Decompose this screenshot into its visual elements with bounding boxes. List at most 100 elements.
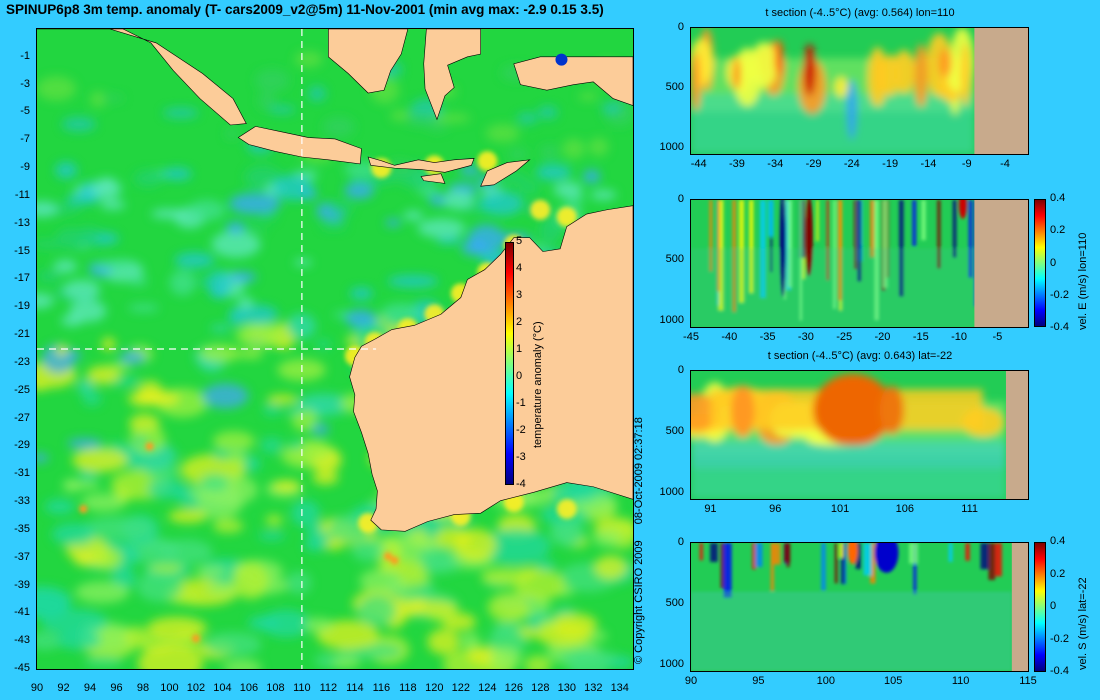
map-colorbar-tick: 2 [516, 316, 523, 328]
vel-s-section-plot [691, 543, 1028, 671]
velocity-streak [749, 200, 754, 294]
section-y-tick: 1000 [659, 485, 684, 498]
eddy [320, 221, 347, 230]
vel-s-colorbar-gradient [1035, 543, 1045, 671]
eddy [294, 51, 323, 68]
map-x-tick: 128 [531, 682, 550, 694]
eddy [204, 632, 262, 657]
hot-spot [145, 442, 154, 451]
warm-patch [530, 199, 551, 220]
eddy [37, 453, 49, 463]
map-y-tick: -23 [14, 355, 30, 368]
eddy [267, 394, 298, 404]
strong-current [958, 200, 967, 219]
map-colorbar-gradient [506, 243, 513, 484]
eddy [537, 105, 558, 119]
eddy [399, 568, 429, 587]
section-y-tick: 500 [665, 596, 684, 609]
section-lines [37, 29, 377, 669]
eddy [304, 617, 334, 633]
section-x-tick: -39 [729, 158, 745, 170]
eddy [303, 539, 328, 552]
cool-layer [691, 444, 1006, 469]
section-x-tick: 110 [951, 675, 970, 687]
eddy [63, 480, 101, 490]
eddy [283, 408, 306, 415]
eddy [66, 193, 100, 205]
section-x-tick: -19 [882, 158, 899, 170]
vel-e-colorbar [1034, 199, 1046, 327]
eddy [257, 91, 276, 110]
section-colorbar-tick: 0.4 [1050, 192, 1066, 204]
section-colorbar-tick: 0.2 [1050, 224, 1066, 237]
eddy [225, 221, 246, 234]
eddy [592, 529, 622, 547]
map-colorbar-tick: 1 [516, 343, 523, 355]
eddy [123, 626, 149, 647]
velocity-streak [771, 543, 781, 565]
eddy [485, 124, 520, 143]
eddy [480, 567, 533, 586]
eddy [467, 224, 505, 254]
vel-s-section-panel [690, 542, 1029, 672]
section-x-tick: -44 [690, 158, 707, 170]
eddy [258, 531, 286, 541]
t-section-lon-title: t section (-4..5°C) (avg: 0.564) lon=110 [765, 7, 955, 19]
section-y-tick: 0 [677, 21, 684, 33]
eddy [246, 224, 268, 231]
map-x-tick: 90 [30, 682, 44, 694]
eddy [146, 479, 188, 499]
eddy [77, 226, 101, 247]
map-x-tick: 100 [160, 682, 179, 694]
eddy [162, 167, 192, 181]
eddy [481, 528, 551, 565]
hot-core [775, 40, 784, 76]
eddy [453, 528, 497, 562]
map-x-tick: 94 [83, 682, 97, 694]
section-x-tick: 115 [1019, 675, 1037, 687]
eddy [129, 276, 148, 287]
section-x-tick: -40 [721, 331, 738, 343]
eddy [601, 102, 622, 115]
map-y-tick: -29 [14, 439, 30, 452]
eddy [101, 337, 116, 351]
eddy [61, 116, 97, 132]
section-x-tick: 105 [884, 675, 903, 687]
map-x-tick: 132 [584, 682, 603, 694]
velocity-streak [965, 543, 970, 561]
section-y-tick: 0 [677, 193, 684, 205]
eddy [93, 259, 134, 271]
velocity-streak [839, 543, 844, 558]
velocity-streak [834, 543, 838, 584]
velocity-streak [912, 200, 917, 247]
new-guinea-land [513, 56, 633, 106]
sumatra-land [37, 29, 247, 126]
velocity-streak [995, 543, 1002, 577]
eddy [539, 144, 559, 160]
section-y-tick: 1000 [659, 313, 684, 326]
eddy [261, 212, 277, 221]
velocity-streak [980, 543, 989, 570]
section-colorbar-tick: -0.2 [1050, 288, 1069, 301]
eddy [553, 181, 583, 199]
eddy [53, 259, 78, 274]
eddy [244, 165, 282, 190]
section-x-tick: 95 [752, 675, 765, 687]
eddy [238, 349, 264, 360]
section-x-tick: -14 [920, 158, 937, 170]
velocity-streak [870, 543, 876, 584]
eddy [588, 137, 609, 157]
eddy [558, 649, 618, 666]
eddy [222, 659, 263, 669]
velocity-streak [816, 200, 819, 242]
vel-s-colorbar-label: vel. S (m/s) lat=-22 [1077, 577, 1089, 670]
section-x-tick: -4 [1000, 158, 1010, 170]
eddy [328, 202, 353, 216]
map-y-tick: -31 [14, 467, 30, 480]
map-y-tick: -9 [20, 161, 30, 174]
hot-spot [79, 505, 88, 513]
map-colorbar-tick: -1 [516, 397, 526, 409]
eddy [272, 174, 314, 201]
map-y-tick: -15 [14, 244, 30, 257]
eddy [148, 563, 184, 574]
